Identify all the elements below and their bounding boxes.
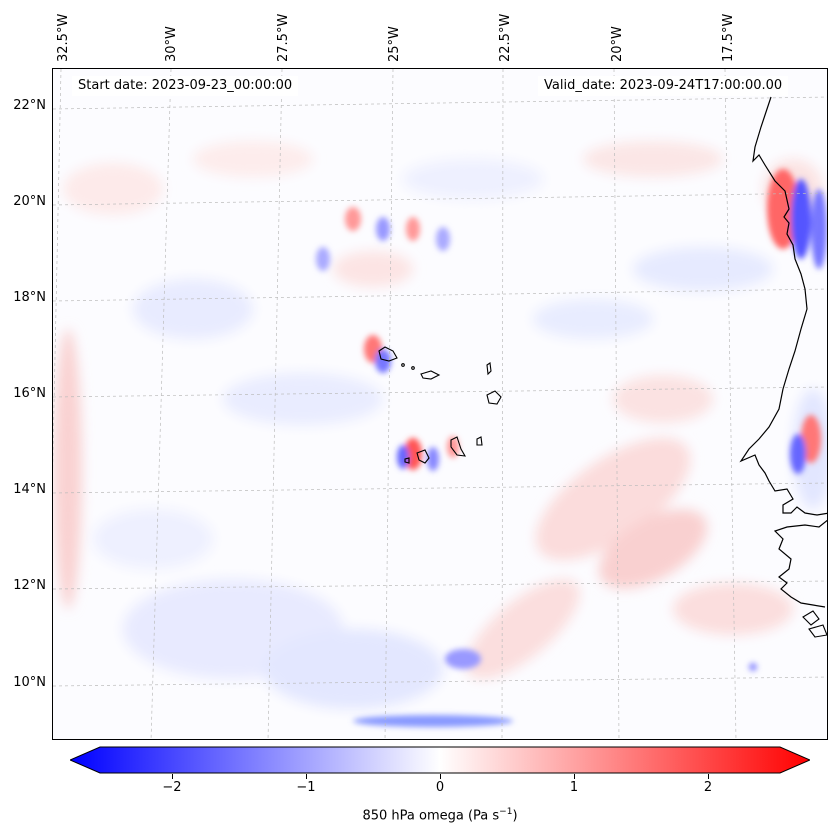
map-panel[interactable] [52, 68, 828, 740]
colorbar [68, 746, 812, 774]
lat-tick-label: 20°N [13, 194, 46, 209]
colorbar-label-text: 850 hPa omega (Pa s [362, 808, 500, 824]
africa-coastline-bissau [802, 610, 827, 638]
valid-date-label: Valid_date: 2023-09-24T17:00:00.00 [538, 76, 789, 96]
omega-field [53, 69, 827, 739]
colorbar-tickmark [708, 774, 709, 779]
cape-verde-islands [378, 346, 502, 464]
lon-tick-label: 27.5°W [276, 13, 291, 62]
lon-tick-label: 20°W [610, 26, 625, 62]
colorbar-tick-label: −1 [296, 780, 316, 795]
lon-tick-label: 17.5°W [721, 13, 736, 62]
lat-tick-label: 12°N [13, 578, 46, 593]
lat-tick-label: 10°N [13, 675, 46, 690]
graticule [53, 69, 827, 739]
colorbar-label: 850 hPa omega (Pa s−1) [0, 807, 837, 823]
colorbar-tickmark [574, 774, 575, 779]
colorbar-label-exponent: −1 [499, 807, 513, 817]
lat-tick-label: 22°N [13, 98, 46, 113]
lon-tick-label: 32.5°W [56, 13, 71, 62]
colorbar-tick-label: 0 [435, 780, 445, 795]
lat-tick-label: 14°N [13, 482, 46, 497]
colorbar-tick-label: −2 [162, 780, 182, 795]
colorbar-tick-label: 2 [703, 780, 713, 795]
lat-tick-label: 18°N [13, 290, 46, 305]
colorbar-tickmark [440, 774, 441, 779]
omega-broad-patches [54, 141, 827, 709]
colorbar-tickmark [306, 774, 307, 779]
lat-tick-label: 16°N [13, 386, 46, 401]
colorbar-gradient [68, 746, 812, 774]
lon-tick-label: 22.5°W [498, 13, 513, 62]
africa-coastline [739, 96, 827, 516]
lon-tick-label: 30°W [164, 26, 179, 62]
africa-coastline-south [773, 519, 827, 608]
colorbar-label-close: ) [512, 808, 518, 824]
start-date-label: Start date: 2023-09-23_00:00:00 [72, 76, 299, 96]
colorbar-tickmark [172, 774, 173, 779]
colorbar-tick-label: 1 [569, 780, 579, 795]
lon-tick-label: 25°W [387, 26, 402, 62]
